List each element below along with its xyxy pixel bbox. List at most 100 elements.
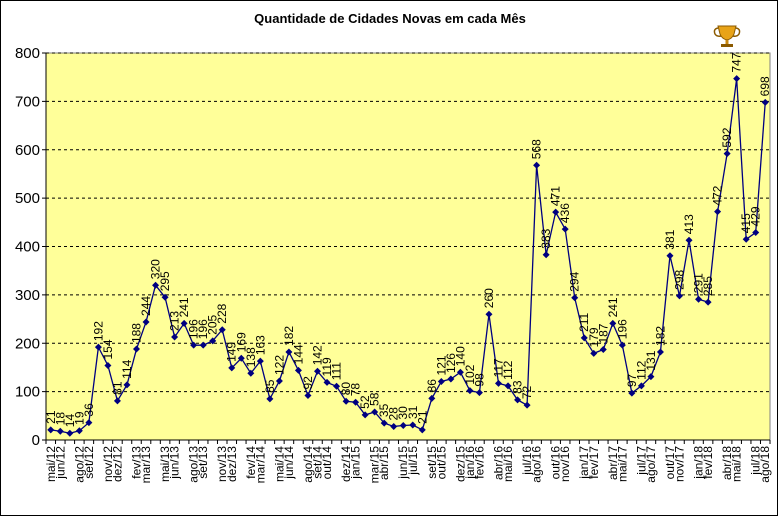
data-point bbox=[266, 395, 274, 403]
data-point bbox=[399, 421, 407, 429]
data-label: 85 bbox=[263, 379, 277, 393]
data-label: 31 bbox=[406, 405, 420, 419]
data-point bbox=[47, 426, 55, 434]
data-label: 117 bbox=[492, 358, 506, 377]
data-point bbox=[590, 349, 598, 357]
data-label: 163 bbox=[253, 335, 267, 355]
x-tick-label: fev/16 bbox=[472, 446, 486, 479]
data-label: 182 bbox=[282, 326, 296, 346]
x-tick-label: set/15 bbox=[425, 446, 439, 479]
data-label: 21 bbox=[415, 410, 429, 424]
data-label: 415 bbox=[739, 213, 753, 233]
data-point bbox=[333, 382, 341, 390]
x-tick-label: jul/16 bbox=[520, 446, 534, 476]
data-point bbox=[466, 387, 474, 395]
data-label: 122 bbox=[272, 355, 286, 375]
data-point bbox=[504, 382, 512, 390]
x-tick-label: dez/13 bbox=[225, 446, 239, 482]
data-label: 28 bbox=[387, 407, 401, 421]
x-tick-label: jul/17 bbox=[634, 446, 648, 476]
data-label: 81 bbox=[110, 381, 124, 395]
x-tick-label: jun/15 bbox=[396, 446, 410, 480]
data-label: 112 bbox=[501, 360, 515, 379]
series-line bbox=[50, 78, 766, 434]
data-label: 285 bbox=[701, 276, 715, 296]
data-point bbox=[209, 337, 217, 345]
x-tick-label: out/14 bbox=[320, 446, 334, 480]
data-label: 436 bbox=[558, 203, 572, 223]
data-label: 112 bbox=[634, 360, 648, 379]
data-point bbox=[171, 333, 179, 341]
data-label: 140 bbox=[453, 346, 467, 366]
data-point bbox=[647, 373, 655, 381]
data-label: 92 bbox=[301, 376, 315, 390]
x-tick-label: mai/13 bbox=[158, 446, 172, 482]
x-tick-label: fev/13 bbox=[130, 446, 144, 479]
data-label: 228 bbox=[215, 303, 229, 323]
data-point bbox=[275, 377, 283, 385]
data-point bbox=[85, 419, 93, 427]
data-label: 295 bbox=[158, 271, 172, 291]
data-label: 80 bbox=[339, 382, 353, 396]
data-label: 18 bbox=[53, 412, 67, 426]
data-label: 19 bbox=[72, 411, 86, 425]
data-label: 72 bbox=[520, 385, 534, 399]
data-label: 179 bbox=[587, 327, 601, 347]
x-tick-label: nov/12 bbox=[101, 446, 115, 482]
data-point bbox=[685, 236, 693, 244]
x-tick-label: set/13 bbox=[196, 446, 210, 479]
x-tick-label: mai/12 bbox=[44, 446, 58, 482]
data-label: 149 bbox=[225, 342, 239, 362]
data-point bbox=[152, 281, 160, 289]
data-point bbox=[628, 389, 636, 397]
data-point bbox=[733, 75, 741, 83]
data-point bbox=[618, 341, 626, 349]
data-point bbox=[714, 208, 722, 216]
data-point bbox=[294, 366, 302, 374]
x-tick-label: jan/16 bbox=[463, 446, 477, 480]
data-label: 154 bbox=[101, 339, 115, 359]
data-label: 213 bbox=[168, 311, 182, 331]
data-label: 429 bbox=[749, 206, 763, 226]
x-tick-label: abr/18 bbox=[720, 446, 734, 480]
x-tick-label: ago/12 bbox=[72, 446, 86, 483]
data-point bbox=[676, 292, 683, 300]
x-tick-label: ago/13 bbox=[187, 446, 201, 483]
data-point bbox=[580, 334, 588, 342]
x-tick-label: out/15 bbox=[434, 446, 448, 480]
data-point bbox=[533, 161, 541, 169]
y-tick-label: 400 bbox=[15, 239, 40, 256]
data-point bbox=[142, 318, 150, 326]
data-label: 14 bbox=[63, 414, 77, 428]
data-point bbox=[66, 429, 74, 437]
data-point bbox=[161, 293, 169, 301]
data-label: 30 bbox=[396, 406, 410, 420]
data-point bbox=[609, 319, 617, 327]
data-point bbox=[237, 354, 245, 362]
data-point bbox=[180, 319, 188, 327]
y-tick-label: 800 bbox=[15, 45, 40, 62]
data-label: 260 bbox=[482, 288, 496, 308]
data-label: 78 bbox=[349, 383, 363, 397]
data-point bbox=[323, 378, 331, 386]
data-label: 111 bbox=[330, 362, 344, 381]
data-label: 119 bbox=[320, 357, 334, 376]
y-tick-label: 300 bbox=[15, 287, 40, 304]
x-tick-label: set/14 bbox=[311, 446, 325, 479]
data-label: 205 bbox=[206, 314, 220, 334]
x-tick-label: abr/17 bbox=[606, 446, 620, 480]
data-point bbox=[247, 369, 255, 377]
data-point bbox=[561, 225, 569, 233]
data-point bbox=[380, 419, 388, 427]
data-point bbox=[199, 341, 207, 349]
data-point bbox=[752, 228, 760, 236]
x-tick-label: jan/15 bbox=[349, 446, 363, 480]
data-label: 52 bbox=[358, 395, 372, 409]
data-point bbox=[742, 235, 750, 243]
data-label: 97 bbox=[625, 373, 639, 387]
x-tick-label: abr/16 bbox=[492, 446, 506, 480]
data-point bbox=[256, 357, 264, 365]
data-label: 241 bbox=[177, 297, 191, 317]
data-point bbox=[94, 343, 102, 351]
x-tick-label: jun/13 bbox=[168, 446, 182, 480]
